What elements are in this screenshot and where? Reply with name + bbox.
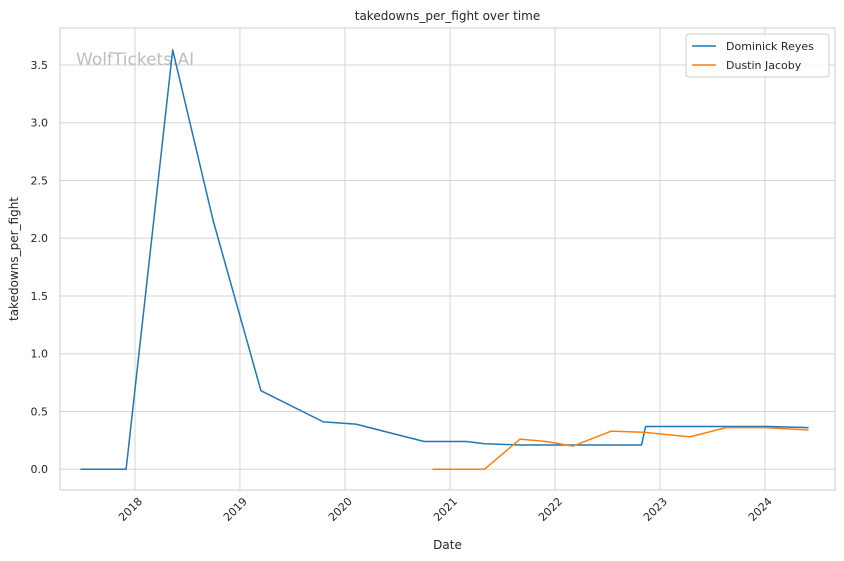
y-tick-label: 0.5 <box>31 405 49 418</box>
y-tick-label: 3.5 <box>31 59 49 72</box>
legend: Dominick Reyes Dustin Jacoby <box>685 33 830 78</box>
y-tick-label: 2.5 <box>31 174 49 187</box>
y-axis-title: takedowns_per_fight <box>7 197 21 321</box>
y-tick-label: 2.0 <box>31 232 49 245</box>
legend-label-1: Dustin Jacoby <box>726 59 802 72</box>
y-tick-label: 0.0 <box>31 463 49 476</box>
chart-title: takedowns_per_fight over time <box>355 9 541 23</box>
series-line-0 <box>80 49 809 470</box>
y-tick-label: 1.5 <box>31 290 49 303</box>
y-tick-label: 3.0 <box>31 117 49 130</box>
legend-label-0: Dominick Reyes <box>726 40 814 53</box>
y-tick-label: 1.0 <box>31 348 49 361</box>
plot-frame <box>59 27 836 491</box>
series-lines <box>80 49 809 470</box>
series-line-1 <box>432 426 809 470</box>
y-tick-labels: 0.0 0.5 1.0 1.5 2.0 2.5 3.0 3.5 <box>31 59 49 476</box>
watermark: WolfTickets.AI <box>76 50 194 70</box>
x-axis-title: Date <box>433 538 462 552</box>
legend-box <box>685 33 830 78</box>
grid <box>60 28 835 490</box>
